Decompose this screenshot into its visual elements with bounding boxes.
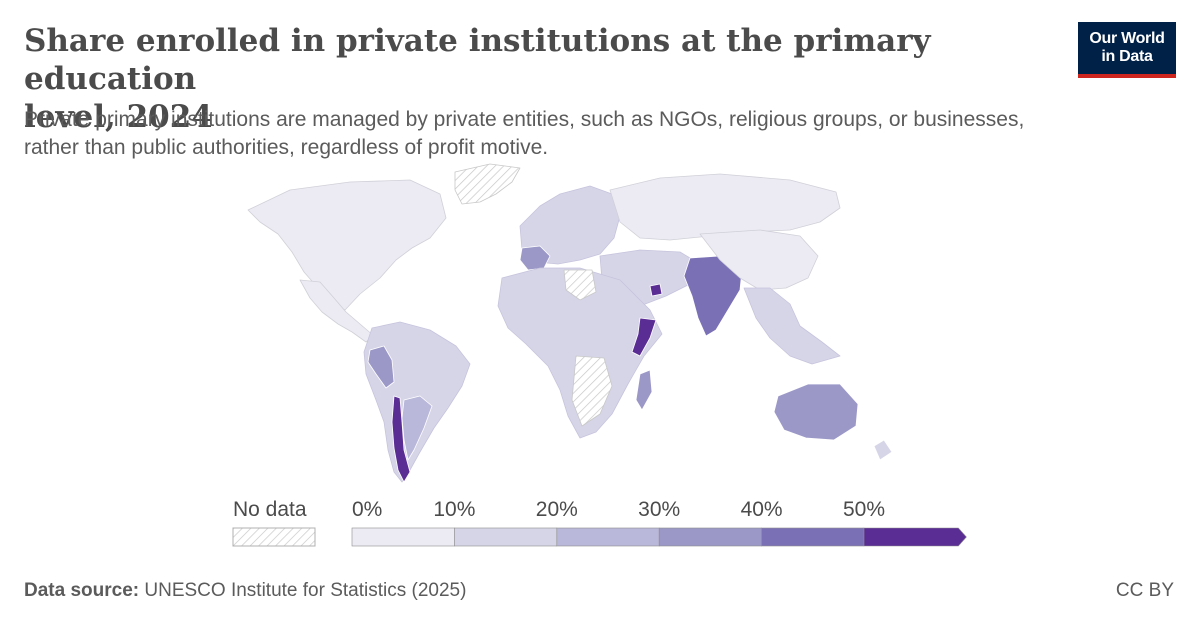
- data-source-label: Data source:: [24, 580, 140, 601]
- legend-bin-label: 40%: [741, 498, 783, 521]
- region-east-africa-nodata[interactable]: [571, 355, 613, 427]
- legend-nodata-label: No data: [233, 498, 307, 521]
- legend-bin-label: 50%: [843, 498, 885, 521]
- license-label[interactable]: CC BY: [1115, 580, 1174, 601]
- data-source-text: UNESCO Institute for Statistics (2025): [144, 580, 467, 601]
- legend-nodata-swatch: [232, 527, 316, 547]
- region-madagascar[interactable]: [635, 369, 653, 411]
- legend-bin-label: 10%: [433, 498, 475, 521]
- world-map[interactable]: [0, 160, 1200, 500]
- region-somalia[interactable]: [631, 317, 657, 357]
- legend: No data 0% 10% 20% 30% 40% 50%: [232, 498, 967, 547]
- chart-title-line2: level, 2024: [24, 99, 213, 135]
- region-new-zealand[interactable]: [873, 439, 893, 461]
- chart-title: Share enrolled in private institutions a…: [24, 22, 1024, 136]
- data-source[interactable]: Data source: UNESCO Institute for Statis…: [24, 580, 466, 602]
- region-north-america[interactable]: [247, 179, 447, 311]
- legend-bin-swatch[interactable]: [658, 527, 762, 547]
- chart-subtitle: Private primary institutions are managed…: [24, 106, 1174, 162]
- legend-bin-swatch[interactable]: [556, 527, 660, 547]
- legend-bin-label: 0%: [352, 498, 382, 521]
- owid-logo-line1: Our World: [1089, 30, 1165, 47]
- legend-bin-swatch[interactable]: [761, 527, 865, 547]
- legend-bin-swatch[interactable]: [351, 527, 455, 547]
- owid-logo[interactable]: Our World in Data: [1078, 22, 1176, 78]
- region-argentina[interactable]: [401, 395, 433, 461]
- legend-bin-swatch[interactable]: [863, 527, 967, 547]
- region-russia[interactable]: [609, 173, 841, 241]
- legend-bin-label: 20%: [536, 498, 578, 521]
- region-uae[interactable]: [649, 283, 663, 297]
- legend-bin-swatch[interactable]: [454, 527, 558, 547]
- region-greenland[interactable]: [454, 163, 521, 205]
- chart-subtitle-line2: rather than public authorities, regardle…: [24, 136, 549, 159]
- owid-logo-line2: in Data: [1101, 48, 1153, 65]
- region-peru[interactable]: [367, 345, 395, 389]
- legend-bin-label: 30%: [638, 498, 680, 521]
- region-chile[interactable]: [391, 395, 411, 483]
- region-australia[interactable]: [773, 383, 859, 441]
- region-east-asia[interactable]: [699, 229, 819, 291]
- chart-title-line1: Share enrolled in private institutions a…: [24, 23, 931, 97]
- region-africa[interactable]: [497, 267, 663, 439]
- region-sahara-nodata[interactable]: [563, 269, 597, 301]
- chart-subtitle-line1: Private primary institutions are managed…: [24, 108, 1025, 131]
- region-southeast-asia[interactable]: [743, 287, 841, 365]
